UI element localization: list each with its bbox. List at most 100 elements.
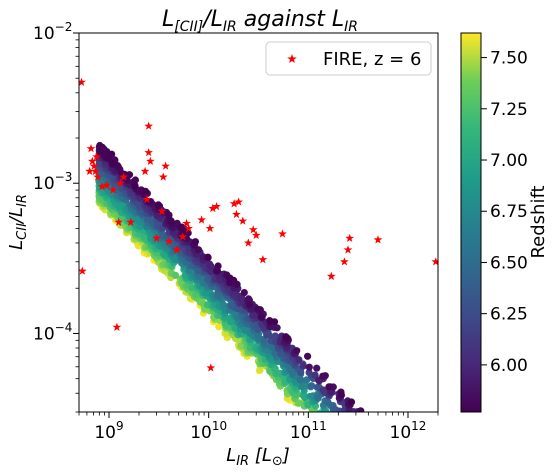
fire-star-point — [340, 257, 349, 266]
scatter-point — [368, 450, 375, 457]
scatter-point — [351, 458, 358, 465]
scatter-point — [319, 386, 328, 394]
scatter-point — [245, 295, 253, 303]
scatter-point — [348, 426, 355, 433]
scatter-point — [352, 454, 359, 461]
fire-star-point — [93, 172, 103, 181]
y-tick-label: 10−4 — [33, 320, 72, 344]
scatter-point — [260, 337, 268, 345]
fire-star-point — [229, 199, 239, 208]
fire-star-point — [258, 255, 268, 264]
fire-star-point — [108, 185, 118, 194]
scatter-point — [325, 383, 333, 391]
scatter-point — [332, 417, 339, 424]
scatter-point — [273, 324, 281, 332]
scatter-point — [154, 201, 162, 209]
scatter-point — [364, 464, 371, 471]
scatter-point — [344, 452, 351, 459]
scatter-point — [370, 468, 377, 472]
scatter-point — [356, 455, 363, 462]
scatter-point — [245, 301, 254, 309]
scatter-point — [373, 455, 380, 462]
scatter-point — [371, 425, 378, 432]
y-tick-label: 10−2 — [33, 20, 72, 44]
scatter-point — [294, 399, 302, 407]
scatter-point — [215, 323, 223, 331]
scatter-point — [266, 322, 274, 331]
scatter-point — [298, 383, 306, 391]
scatter-point — [375, 446, 382, 453]
y-axis-title: LCII/LIR — [6, 194, 30, 250]
scatter-point — [364, 455, 371, 462]
fire-star-point — [79, 77, 86, 86]
legend: FIRE, z = 6 — [265, 41, 432, 76]
fire-star-point — [152, 233, 161, 242]
scatter-point — [374, 469, 381, 472]
scatter-point — [226, 274, 234, 282]
scatter-point — [335, 437, 342, 444]
fire-star-point — [248, 225, 258, 234]
scatter-point — [355, 423, 362, 430]
scatter-layer — [95, 141, 389, 472]
scatter-point — [363, 429, 370, 436]
scatter-point — [361, 445, 368, 452]
scatter-point — [350, 452, 357, 459]
scatter-point — [374, 437, 381, 444]
scatter-point — [366, 444, 373, 451]
scatter-point — [282, 333, 290, 341]
scatter-point — [257, 313, 265, 321]
scatter-point — [332, 418, 339, 425]
scatter-point — [370, 437, 377, 444]
fire-star-point — [158, 172, 168, 181]
scatter-point — [348, 436, 355, 443]
scatter-point — [266, 317, 274, 325]
scatter-point — [344, 438, 351, 445]
fire-star-point — [172, 245, 182, 254]
fire-star-point — [119, 172, 128, 181]
scatter-point — [382, 452, 389, 459]
scatter-point — [303, 376, 311, 384]
scatter-point — [346, 445, 353, 452]
fire-star-point — [87, 156, 97, 165]
scatter-point — [364, 453, 371, 460]
scatter-point — [125, 171, 134, 179]
scatter-point — [352, 458, 359, 465]
scatter-point — [360, 432, 367, 439]
scatter-point — [378, 446, 385, 453]
scatter-point — [337, 426, 344, 433]
scatter-point — [354, 455, 361, 462]
scatter-point — [240, 289, 248, 297]
fire-star-point — [326, 271, 336, 281]
scatter-point — [329, 442, 336, 449]
scatter-point — [360, 438, 367, 445]
colorbar-tick-label: 7.50 — [490, 49, 528, 69]
scatter-point — [381, 460, 388, 467]
scatter-point — [374, 452, 381, 459]
scatter-point — [207, 262, 215, 270]
scatter-point — [345, 423, 352, 430]
colorbar-tick-label: 6.50 — [490, 253, 528, 273]
scatter-point — [366, 449, 373, 456]
fire-star-point — [238, 216, 248, 225]
fire-star-point — [112, 322, 122, 331]
fire-star-point — [116, 178, 125, 187]
scatter-point — [355, 464, 362, 471]
chart-title: L[CII]/LIR against LIR — [162, 7, 358, 35]
scatter-point — [165, 211, 173, 219]
scatter-point — [351, 449, 358, 456]
scatter-point — [354, 435, 361, 442]
fire-star-point — [89, 161, 99, 170]
scatter-point — [372, 435, 379, 442]
fire-star-point — [92, 152, 101, 161]
fire-star-point — [102, 180, 112, 189]
fire-star-point — [114, 217, 123, 226]
fire-star-point — [79, 266, 87, 275]
y-axis-ticks: 10−4 10−3 10−2 — [33, 20, 79, 413]
x-axis-ticks: 109 1010 1011 1012 — [78, 412, 439, 443]
fire-star-point — [144, 121, 153, 130]
scatter-point — [237, 295, 245, 303]
scatter-point — [330, 415, 337, 422]
scatter-point — [194, 246, 202, 254]
scatter-point — [363, 448, 370, 455]
fire-star-point — [164, 236, 174, 246]
